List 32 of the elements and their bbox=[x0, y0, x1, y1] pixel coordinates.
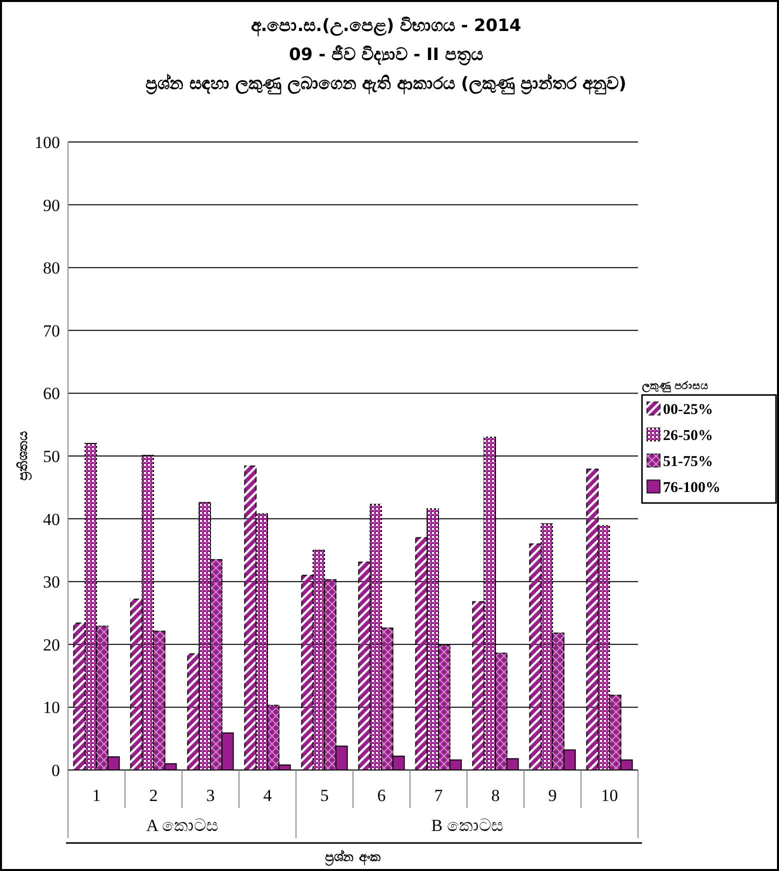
y-tick-label: 50 bbox=[43, 447, 60, 466]
text: A කොටස bbox=[146, 816, 218, 835]
x-tick-label: 8 bbox=[491, 786, 500, 805]
x-tick-label: 2 bbox=[149, 786, 158, 805]
legend-title: ලකුණු පරාසය bbox=[642, 380, 709, 394]
x-tick-label: 9 bbox=[548, 786, 557, 805]
y-tick-label: 60 bbox=[43, 384, 60, 404]
y-tick-label: 80 bbox=[43, 258, 60, 278]
x-tick-label: 7 bbox=[434, 786, 444, 805]
x-tick-label: 1 bbox=[92, 786, 101, 805]
y-tick-label: 70 bbox=[43, 321, 60, 340]
y-tick-label: 90 bbox=[43, 196, 60, 215]
y-tick-label: 30 bbox=[43, 572, 60, 592]
x-tick-label: 6 bbox=[377, 786, 386, 805]
legend-label: 00-25% bbox=[663, 402, 713, 418]
y-tick-label: 100 bbox=[34, 133, 60, 152]
x-axis-title: ප්‍රශ්න අංක bbox=[325, 848, 381, 866]
y-tick-label: 40 bbox=[43, 510, 60, 529]
chart-subtitle: ප්‍රශ්න සඳහා ලකුණු ලබාගෙන ඇති ආකාරය (ලකුණු ප්‍රාන්තර අනුව) bbox=[146, 73, 626, 95]
chart-title: අ.පො.ස.(උ.පෙළ) විභාගය - 2014 09 - ජීව විද්‍යාව - II පත්‍රය bbox=[250, 16, 522, 66]
y-tick-label: 0 bbox=[52, 761, 60, 780]
legend-label: 51-75% bbox=[663, 454, 713, 470]
y-tick-label: 20 bbox=[43, 635, 60, 654]
x-tick-label: 10 bbox=[601, 786, 618, 805]
x-tick-label: 3 bbox=[206, 786, 215, 805]
x-tick-label: 4 bbox=[263, 786, 272, 805]
y-tick-label: 10 bbox=[43, 698, 60, 718]
text: B කොටස bbox=[431, 816, 503, 835]
legend-label: 26-50% bbox=[663, 428, 713, 444]
y-axis-title: ප්‍රතිශතය bbox=[15, 430, 32, 480]
x-tick-label: 5 bbox=[320, 786, 329, 805]
legend-label: 76-100% bbox=[663, 480, 720, 496]
